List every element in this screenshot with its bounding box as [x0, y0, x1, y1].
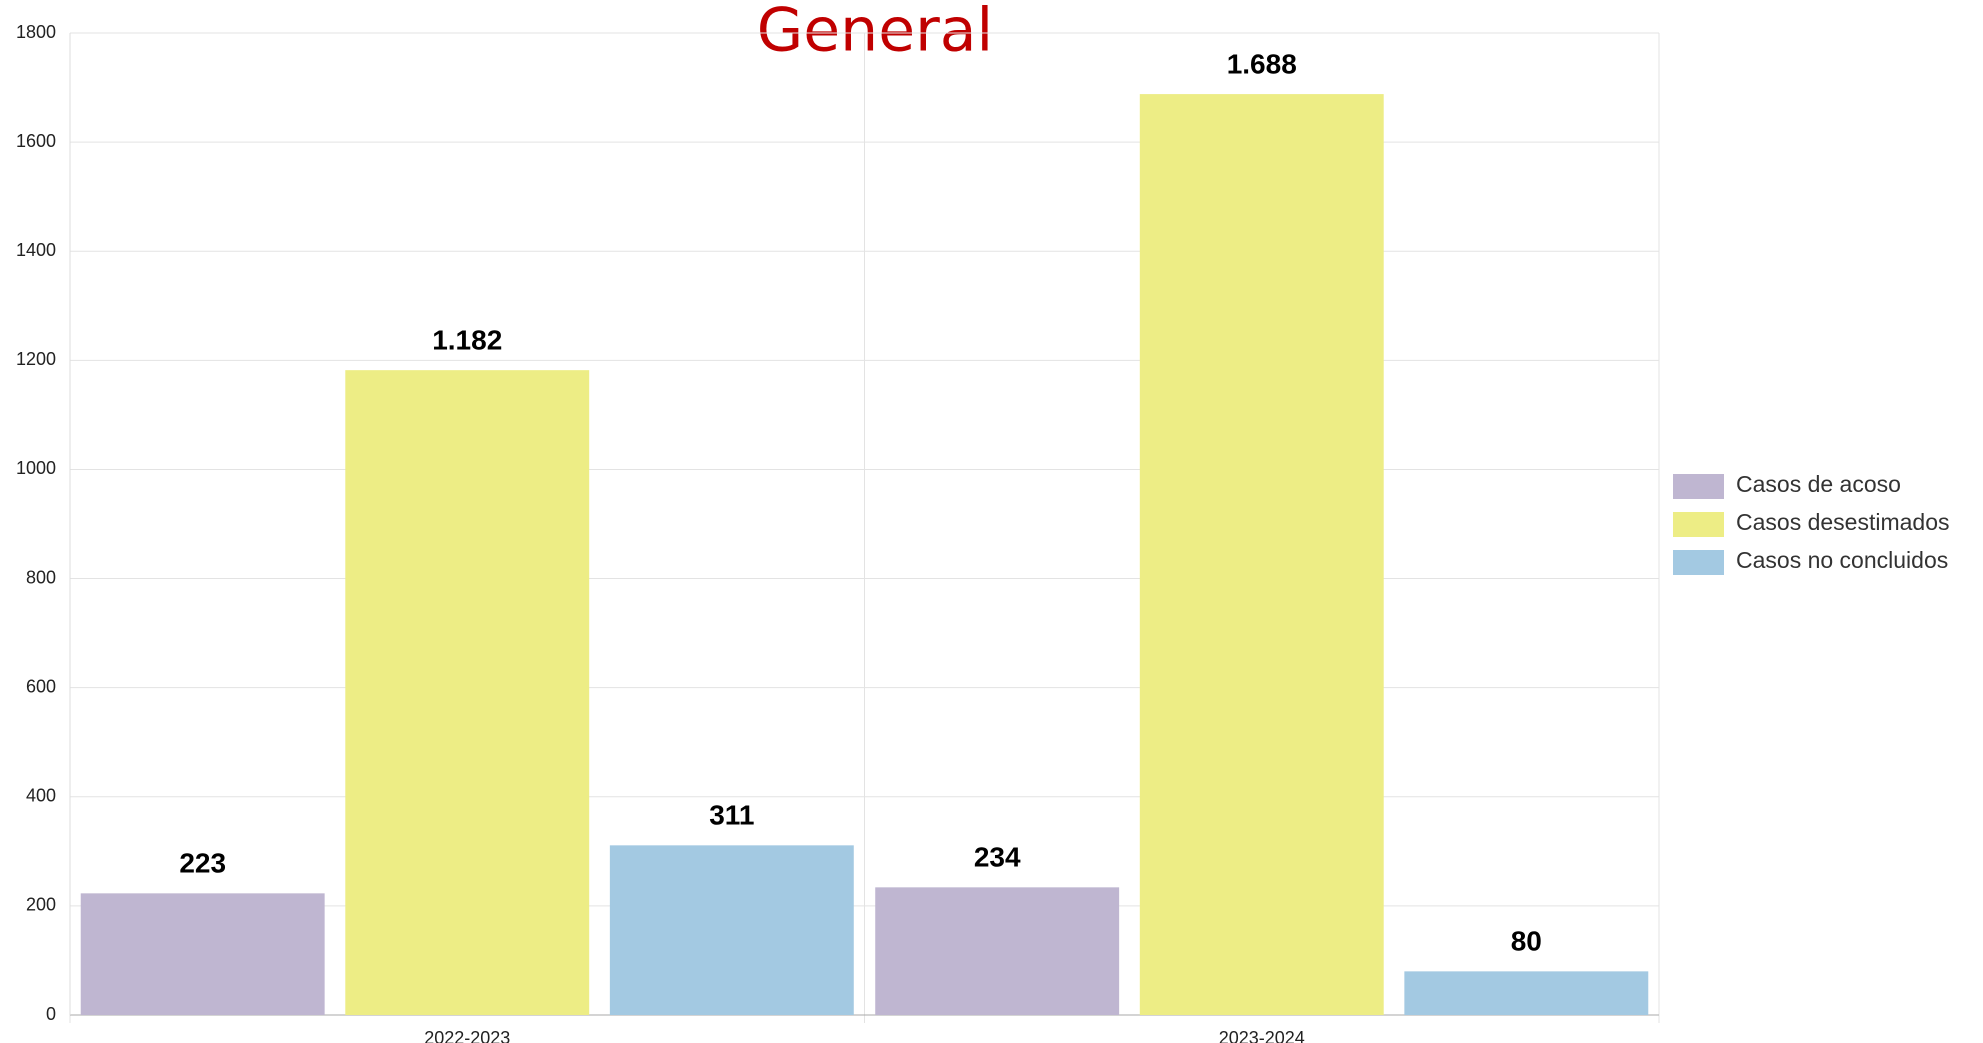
y-tick-label: 0 [46, 1004, 56, 1024]
bar [875, 887, 1120, 1015]
y-tick-label: 1600 [16, 131, 56, 151]
value-label: 223 [179, 848, 226, 879]
legend-swatch [1673, 512, 1724, 537]
bar [80, 893, 325, 1015]
x-tick-label: 2023-2024 [1219, 1028, 1305, 1043]
legend-swatch [1673, 550, 1724, 575]
value-label: 234 [974, 842, 1021, 873]
y-tick-label: 200 [26, 895, 56, 915]
value-label: 80 [1511, 926, 1542, 957]
y-tick-label: 1200 [16, 349, 56, 369]
legend-label: Casos no concluidos [1736, 547, 1948, 573]
bar [1404, 971, 1649, 1015]
bar [1139, 94, 1384, 1015]
legend-label: Casos de acoso [1736, 471, 1901, 497]
x-tick-label: 2022-2023 [424, 1028, 510, 1043]
bar [609, 845, 854, 1015]
y-tick-label: 1400 [16, 240, 56, 260]
y-tick-label: 400 [26, 786, 56, 806]
y-tick-label: 1000 [16, 458, 56, 478]
y-tick-label: 600 [26, 676, 56, 696]
legend-swatch [1673, 474, 1724, 499]
y-tick-label: 800 [26, 567, 56, 587]
y-tick-label: 1800 [16, 22, 56, 42]
value-label: 1.182 [432, 325, 502, 356]
value-label: 311 [709, 800, 754, 831]
legend-label: Casos desestimados [1736, 509, 1950, 535]
value-label: 1.688 [1227, 48, 1297, 79]
bar [345, 370, 590, 1015]
